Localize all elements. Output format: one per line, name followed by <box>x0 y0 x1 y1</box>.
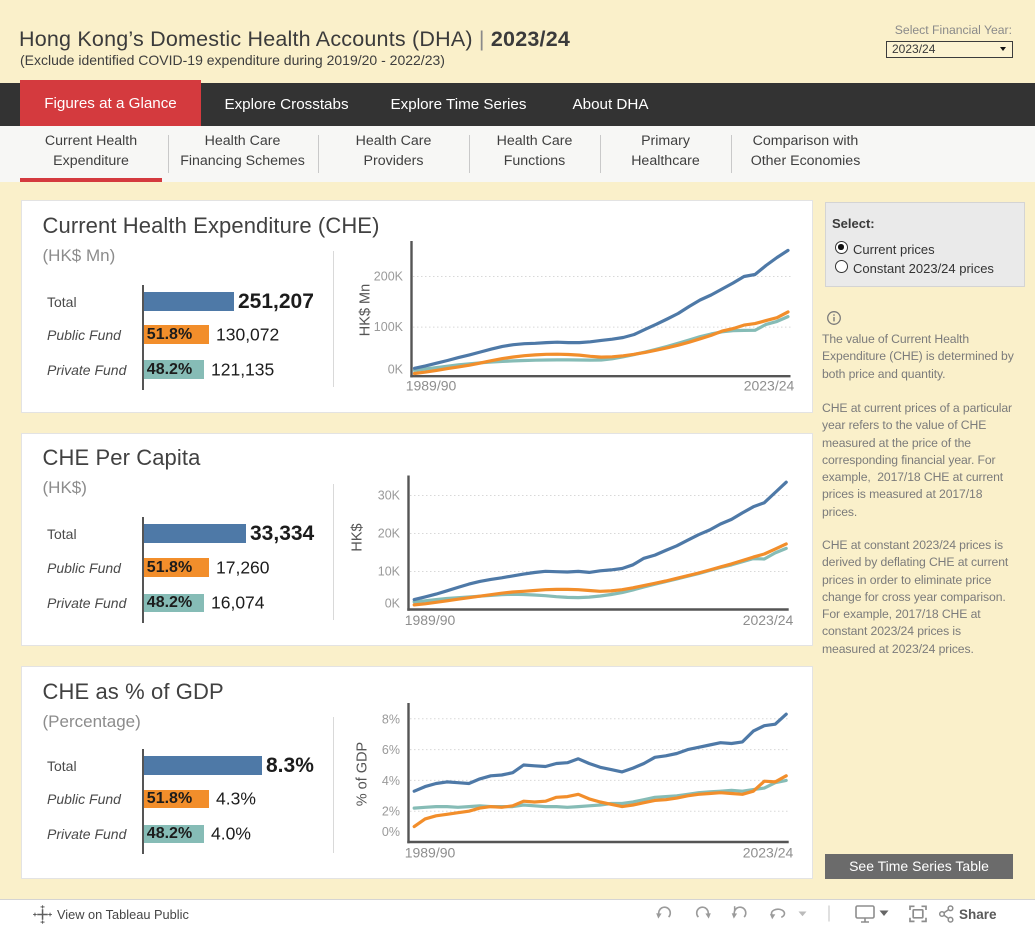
svg-text:2023/24: 2023/24 <box>743 845 794 861</box>
svg-text:1989/90: 1989/90 <box>406 378 457 394</box>
svg-text:8%: 8% <box>382 713 400 727</box>
svg-text:2%: 2% <box>382 804 400 818</box>
svg-text:Share: Share <box>959 907 997 922</box>
svg-text:HK$ Mn: HK$ Mn <box>358 284 374 336</box>
svg-text:0%: 0% <box>382 825 400 839</box>
svg-text:0K: 0K <box>385 596 401 610</box>
svg-text:HK$: HK$ <box>350 523 366 551</box>
svg-text:1989/90: 1989/90 <box>405 845 456 861</box>
svg-text:20K: 20K <box>378 526 401 540</box>
svg-text:1989/90: 1989/90 <box>405 612 456 628</box>
svg-text:0K: 0K <box>388 363 404 377</box>
svg-text:6%: 6% <box>382 743 400 757</box>
svg-text:200K: 200K <box>374 270 404 284</box>
svg-text:% of GDP: % of GDP <box>355 742 371 806</box>
svg-text:2023/24: 2023/24 <box>743 612 794 628</box>
svg-text:100K: 100K <box>374 320 404 334</box>
svg-text:2023/24: 2023/24 <box>744 378 795 394</box>
svg-text:10K: 10K <box>378 564 401 578</box>
svg-text:30K: 30K <box>378 488 401 502</box>
svg-text:4%: 4% <box>382 774 400 788</box>
